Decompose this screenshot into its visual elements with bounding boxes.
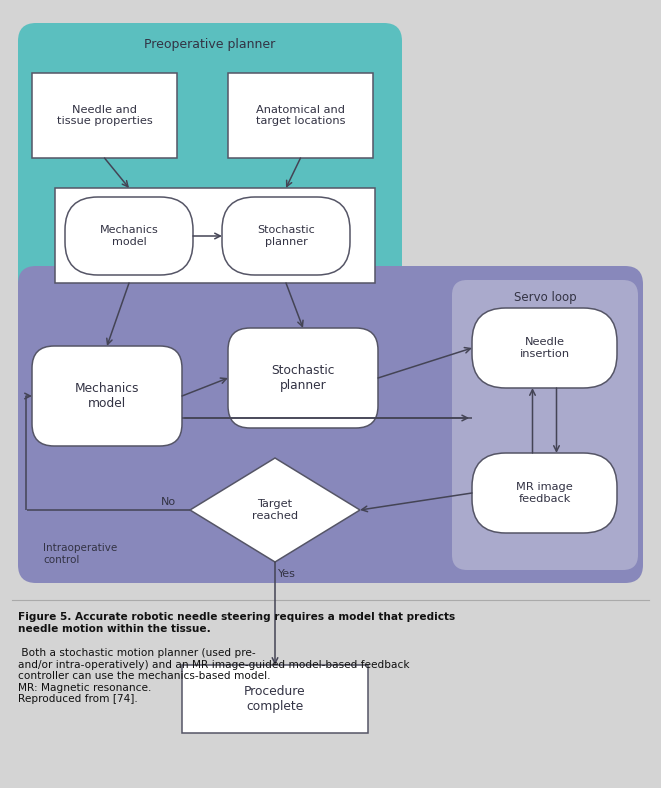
Bar	[32, 73, 177, 158]
Text: Mechanics
model: Mechanics model	[75, 382, 139, 410]
Text: Procedure
complete: Procedure complete	[244, 685, 306, 713]
FancyBboxPatch shape	[452, 280, 638, 570]
FancyBboxPatch shape	[18, 23, 402, 330]
Text: Figure 5. Accurate robotic needle steering requires a model that predicts
needle: Figure 5. Accurate robotic needle steeri…	[18, 612, 455, 634]
Text: Needle
insertion: Needle insertion	[520, 337, 570, 359]
Text: Both a stochastic motion planner (used pre-
and/or intra-operatively) and an MR : Both a stochastic motion planner (used p…	[18, 648, 410, 704]
Text: Preoperative planner: Preoperative planner	[144, 39, 276, 51]
Text: Stochastic
planner: Stochastic planner	[271, 364, 334, 392]
FancyBboxPatch shape	[472, 308, 617, 388]
Text: Yes: Yes	[278, 569, 296, 579]
FancyBboxPatch shape	[65, 197, 193, 275]
Text: Servo loop: Servo loop	[514, 292, 576, 304]
Text: MR image
feedback: MR image feedback	[516, 482, 573, 504]
Bar	[55, 188, 375, 283]
Text: Intraoperative
control: Intraoperative control	[43, 544, 117, 565]
Text: Needle and
tissue properties: Needle and tissue properties	[57, 105, 153, 126]
Text: Stochastic
planner: Stochastic planner	[257, 225, 315, 247]
FancyBboxPatch shape	[228, 328, 378, 428]
Text: Target
reached: Target reached	[252, 500, 298, 521]
FancyBboxPatch shape	[222, 197, 350, 275]
Text: Mechanics
model: Mechanics model	[100, 225, 159, 247]
Bar	[228, 73, 373, 158]
Bar	[182, 665, 368, 733]
FancyBboxPatch shape	[472, 453, 617, 533]
Text: Anatomical and
target locations: Anatomical and target locations	[256, 105, 345, 126]
FancyBboxPatch shape	[32, 346, 182, 446]
Polygon shape	[190, 458, 360, 562]
FancyBboxPatch shape	[18, 266, 643, 583]
Text: No: No	[161, 497, 176, 507]
